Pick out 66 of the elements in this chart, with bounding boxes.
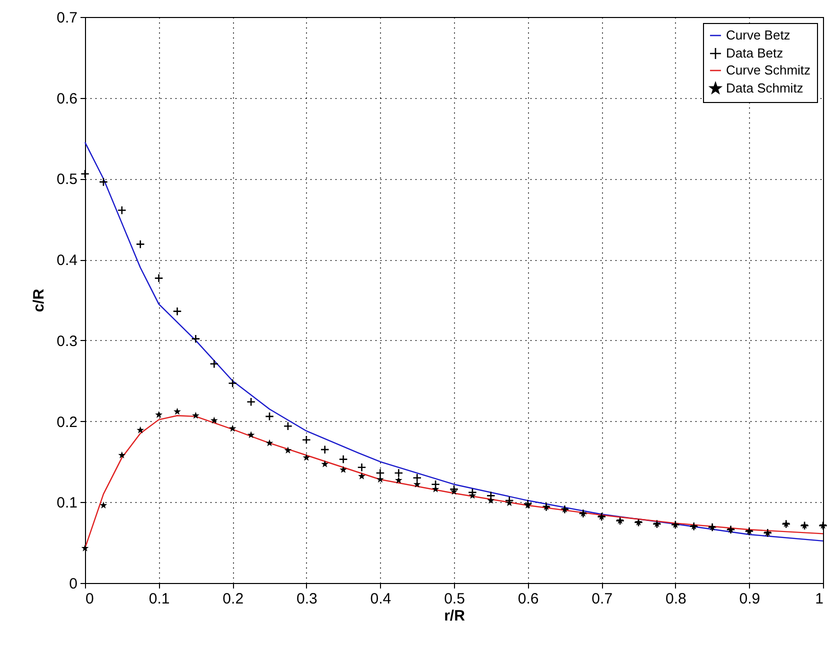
point: [172, 306, 182, 316]
point: [136, 426, 144, 434]
point: [376, 468, 385, 478]
point: [191, 334, 200, 344]
y-tick-label: 0: [69, 576, 78, 592]
point: [228, 378, 238, 388]
point: [228, 424, 236, 432]
y-tick-label: 0.4: [56, 252, 78, 270]
point: [136, 240, 145, 249]
y-tick-label: 0.1: [56, 494, 78, 512]
y-axis-title: c/R: [30, 288, 48, 312]
x-tick-label: 0.7: [592, 590, 613, 608]
point: [118, 451, 126, 458]
x-tick-label: 0.6: [518, 590, 539, 608]
point: [264, 412, 274, 421]
x-tick-label: 0: [86, 590, 94, 608]
point: [154, 274, 164, 283]
x-tick-label: 0.1: [148, 590, 170, 608]
x-tick-label: 0.3: [296, 590, 318, 608]
x-tick-label: 0.4: [370, 590, 392, 608]
x-tick-label: 0.2: [222, 590, 244, 608]
point: [210, 416, 218, 424]
point: [357, 462, 366, 472]
point: [266, 439, 274, 446]
point: [284, 446, 292, 454]
point: [302, 435, 311, 444]
point: [320, 445, 330, 454]
point: [81, 544, 89, 552]
point: [192, 412, 200, 419]
x-axis-title: r/R: [444, 608, 466, 624]
point: [98, 177, 108, 186]
legend-label: Data Schmitz: [726, 80, 804, 96]
x-tick-label: 0.8: [665, 590, 686, 608]
point: [321, 460, 329, 468]
point: [117, 206, 126, 215]
point: [394, 476, 402, 484]
legend-label: Curve Schmitz: [726, 62, 811, 78]
line-series: [84, 142, 824, 542]
point: [338, 454, 348, 464]
point: [246, 397, 256, 406]
point: [174, 408, 181, 415]
point: [431, 480, 440, 489]
point: [80, 169, 90, 178]
point: [210, 359, 219, 368]
y-tick-label: 0.5: [56, 171, 78, 188]
point: [283, 422, 292, 431]
x-tick-label: 1: [815, 590, 824, 608]
x-tick-label: 0.5: [444, 590, 465, 608]
y-tick-label: 0.7: [56, 10, 78, 26]
point: [412, 473, 422, 482]
point: [247, 431, 255, 438]
point: [100, 502, 108, 509]
point: [524, 502, 532, 509]
point: [394, 468, 404, 478]
point: [376, 476, 384, 483]
legend-label: Curve Betz: [726, 28, 790, 42]
point: [358, 472, 366, 480]
y-tick-label: 0.2: [56, 414, 78, 431]
point: [523, 499, 532, 508]
point: [340, 466, 347, 473]
y-tick-label: 0.3: [56, 332, 78, 350]
x-tick-label: 0.9: [739, 590, 760, 608]
y-tick-label: 0.6: [56, 90, 78, 108]
point: [155, 410, 162, 418]
point: [302, 454, 310, 461]
legend-label: Data Betz: [726, 46, 784, 60]
